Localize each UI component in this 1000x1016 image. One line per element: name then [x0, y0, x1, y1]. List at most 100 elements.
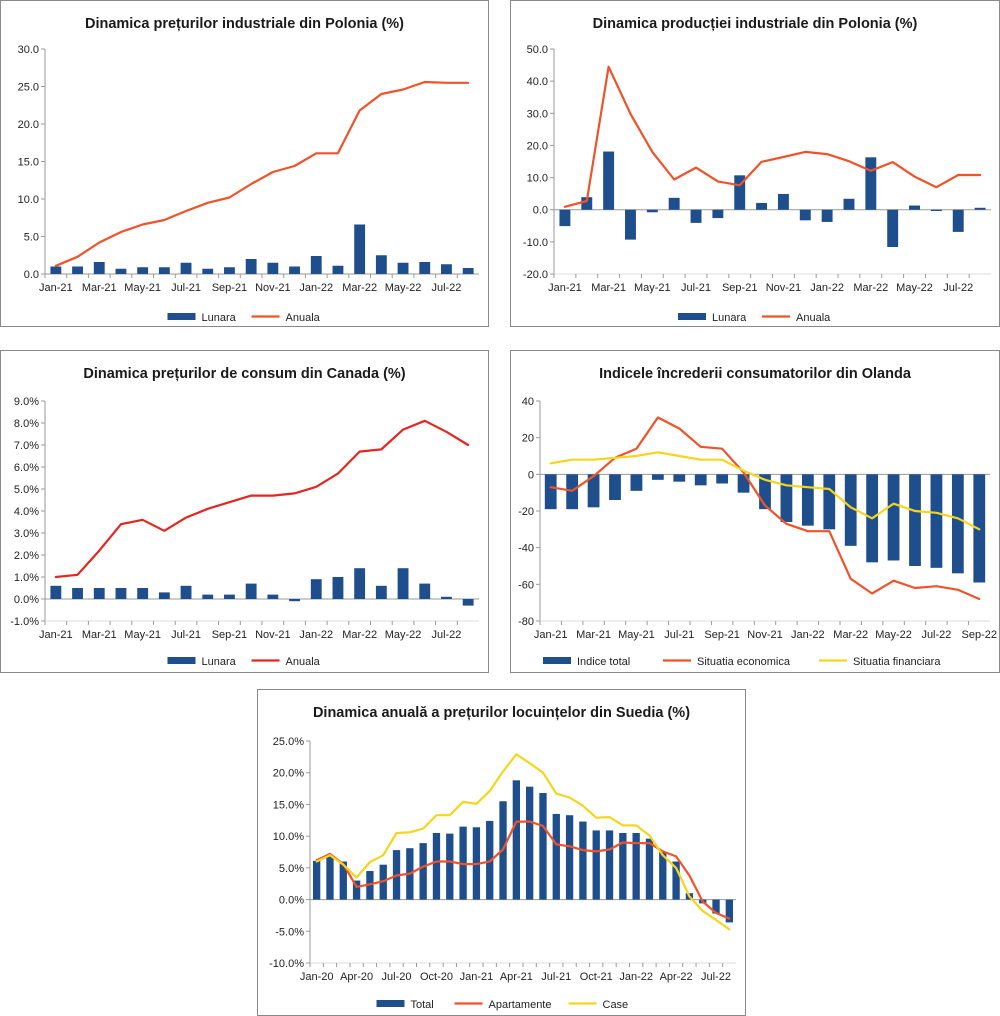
chart-svg: Dinamica producției industriale din Polo…	[523, 16, 991, 324]
y-tick-label: 7.0%	[14, 440, 39, 452]
bar	[326, 855, 334, 900]
bar	[180, 262, 192, 274]
legend-swatch	[678, 313, 706, 320]
line-series-anuala	[563, 65, 982, 208]
bar	[559, 209, 571, 227]
bar	[801, 474, 814, 526]
chart-svg: Dinamica anuală a prețurilor locuințelor…	[269, 705, 736, 1011]
y-tick-label: 25.0	[18, 82, 39, 94]
x-tick-label: Mar-21	[82, 629, 117, 641]
chart-svg: Indicele încrederii consumatorilor din O…	[518, 366, 997, 668]
x-tick-label: Oct-20	[420, 971, 453, 983]
x-tick-label: Jul-22	[943, 282, 973, 294]
bar	[974, 207, 986, 210]
x-tick-label: Nov-21	[255, 282, 290, 294]
bar	[419, 583, 431, 599]
chart-panel-consumer-prices-canada: Dinamica prețurilor de consum din Canada…	[0, 350, 489, 673]
chart-svg: Dinamica prețurilor de consum din Canada…	[10, 366, 479, 668]
x-tick-label: Sep-22	[962, 629, 997, 641]
bar	[375, 255, 387, 274]
bar	[441, 264, 452, 274]
y-tick-label: 40.0	[527, 76, 548, 88]
x-tick-label: Mar-22	[342, 629, 377, 641]
bar	[245, 583, 257, 599]
bar	[581, 197, 593, 210]
bar	[930, 209, 942, 211]
chart-title: Indicele încrederii consumatorilor din O…	[599, 366, 912, 382]
x-tick-label: Jan-22	[791, 629, 825, 641]
bar	[565, 815, 574, 900]
bar	[202, 268, 214, 274]
line-series-case	[315, 753, 731, 931]
x-tick-label: Jan-21	[460, 971, 494, 983]
bar	[592, 830, 600, 900]
x-tick-label: Jul-20	[382, 971, 412, 983]
x-tick-label: Jan-21	[39, 629, 73, 641]
bar	[202, 594, 214, 599]
bar	[609, 474, 621, 500]
y-tick-label: 2.0%	[14, 550, 39, 562]
bar	[137, 588, 149, 599]
bar	[887, 474, 900, 561]
bar	[952, 209, 964, 232]
x-tick-label: May-22	[385, 282, 422, 294]
bar	[310, 256, 322, 274]
bar	[93, 262, 105, 274]
x-tick-label: Jul-22	[431, 282, 461, 294]
bar	[375, 585, 387, 599]
y-tick-label: 0.0%	[279, 895, 304, 907]
x-tick-label: Nov-21	[766, 282, 801, 294]
bar	[137, 267, 149, 274]
bar	[93, 588, 105, 599]
y-tick-label: 6.0%	[14, 462, 39, 474]
line-series-apartamente	[315, 820, 731, 920]
x-tick-label: Nov-21	[255, 629, 290, 641]
chart-title: Dinamica anuală a prețurilor locuințelor…	[313, 705, 690, 721]
bar	[224, 267, 235, 274]
y-tick-label: 20	[522, 433, 534, 445]
x-tick-label: Jul-21	[681, 282, 711, 294]
x-tick-label: Jul-21	[541, 971, 571, 983]
legend-label: Anuala	[796, 312, 831, 324]
x-tick-label: May-22	[896, 282, 933, 294]
bar	[352, 880, 361, 900]
bar	[72, 266, 83, 274]
legend: Lunara Anuala	[678, 312, 831, 324]
bar	[672, 861, 680, 900]
x-tick-label: Jan-21	[534, 629, 568, 641]
bar	[844, 474, 857, 546]
legend-label: Lunara	[202, 656, 237, 668]
legend: Lunara Anuala	[167, 656, 321, 668]
bar	[659, 852, 667, 900]
bar	[619, 832, 627, 900]
bar	[716, 474, 729, 484]
y-tick-label: 30.0	[527, 108, 548, 120]
legend-label: Situatia financiara	[853, 656, 941, 668]
chart-panel-industrial-production-poland: Dinamica producției industriale din Polo…	[510, 0, 1000, 327]
x-tick-label: Jan-22	[299, 629, 333, 641]
bar	[587, 474, 600, 508]
x-tick-label: Mar-22	[342, 282, 377, 294]
bar	[397, 568, 409, 599]
legend-label: Anuala	[286, 656, 321, 668]
x-tick-label: Mar-22	[853, 282, 888, 294]
bar	[267, 594, 279, 599]
bar	[50, 585, 62, 599]
bar	[397, 262, 409, 274]
x-tick-label: Mar-22	[833, 629, 868, 641]
bar	[909, 205, 920, 210]
bar	[115, 268, 127, 274]
chart-panel-housing-prices-sweden: Dinamica anuală a prețurilor locuințelor…	[257, 689, 746, 1016]
legend-swatch	[376, 1000, 405, 1007]
x-tick-label: May-21	[124, 282, 161, 294]
bar	[625, 209, 636, 240]
y-tick-label: 3.0%	[14, 528, 39, 540]
y-tick-label: -10.0	[523, 237, 548, 249]
bar	[419, 843, 427, 900]
x-tick-label: Mar-21	[82, 282, 117, 294]
bar	[887, 209, 899, 247]
y-tick-label: 5.0%	[14, 484, 39, 496]
legend-swatch	[167, 313, 196, 320]
bar	[245, 259, 257, 274]
legend-label: Lunara	[202, 312, 237, 324]
